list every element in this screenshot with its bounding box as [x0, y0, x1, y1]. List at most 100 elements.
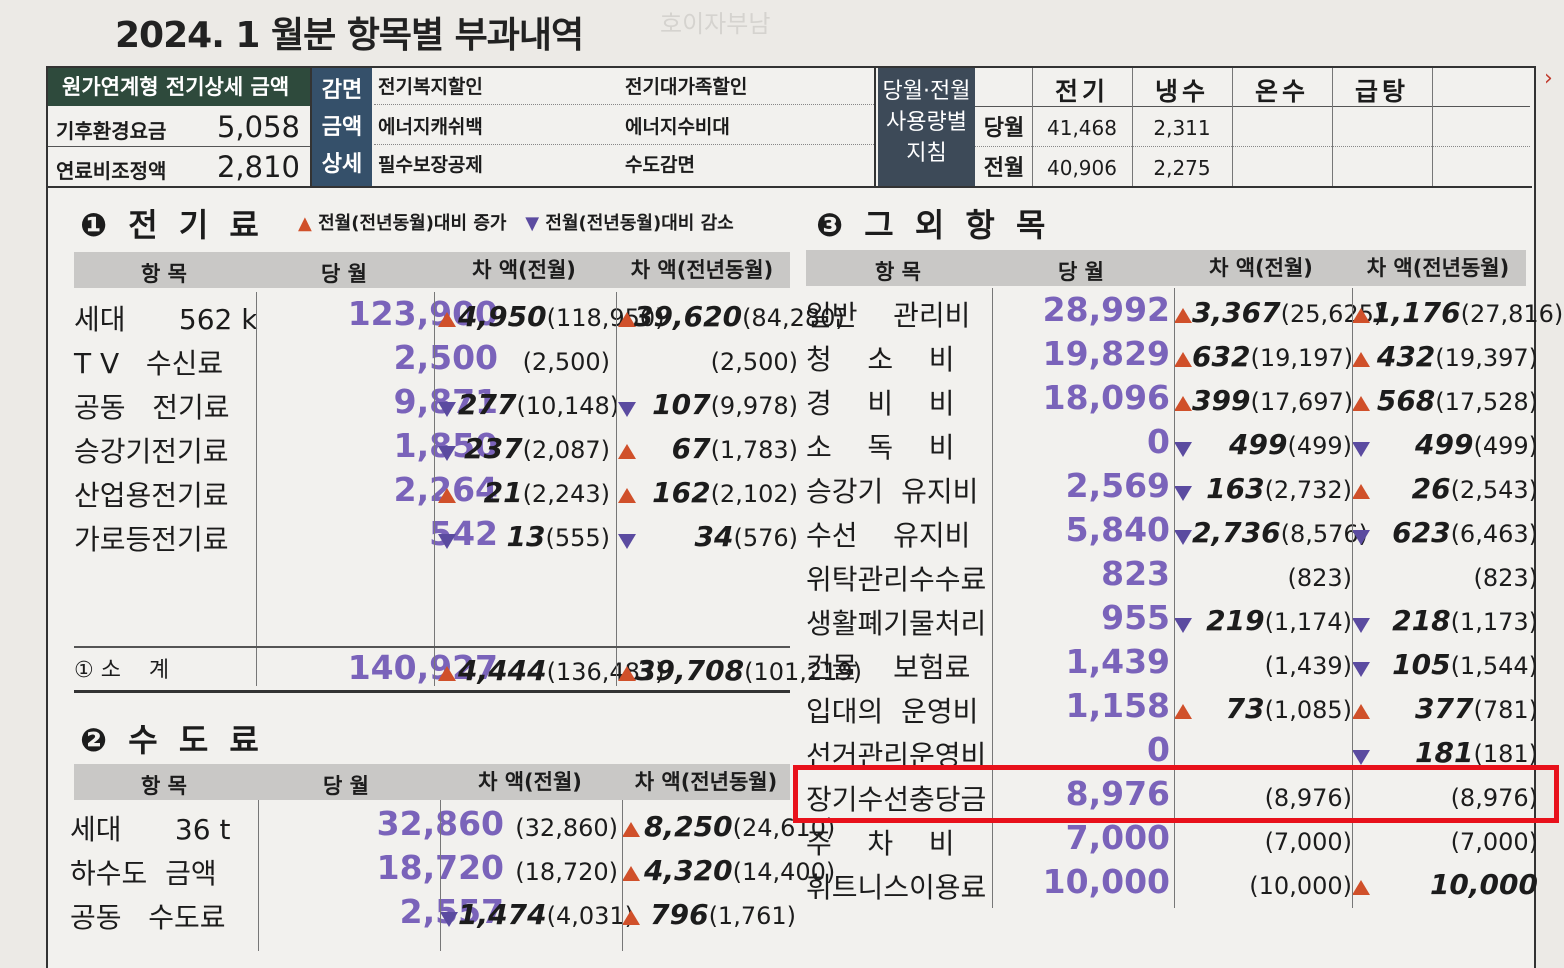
row-label: 수선 유지비	[806, 519, 971, 552]
increase-triangle-icon	[1352, 484, 1370, 503]
usage-value: 40,906	[1047, 156, 1117, 180]
row-label: 장기수선충당금	[806, 783, 987, 816]
col-header: 차 액(전년동월)	[634, 770, 778, 794]
increase-triangle-icon	[1352, 352, 1370, 371]
diff-prev-month: 237(2,087)	[458, 432, 610, 465]
col-header: 항 목	[141, 262, 187, 286]
decrease-triangle-icon	[1174, 486, 1192, 505]
usage-value: 2,311	[1153, 116, 1211, 140]
prev-amount: (10,000)	[1249, 872, 1352, 900]
current-amount: 28,992	[1042, 290, 1170, 329]
increase-triangle-icon	[618, 488, 636, 507]
prev-amount: (14,400)	[732, 858, 836, 886]
prev-amount: (555)	[545, 524, 610, 552]
diff-prev-year: 432(19,397)	[1372, 340, 1538, 373]
decrease-triangle-icon	[1352, 530, 1370, 549]
col-header: 차 액(전월)	[478, 770, 582, 794]
diff-prev-year: 218(1,173)	[1372, 604, 1538, 637]
diff-prev-year: 377(781)	[1372, 692, 1538, 725]
table-row: ① 소 계 140,927 4,444(136,483) 39,708(101,219…	[74, 648, 862, 692]
current-amount: 955	[1101, 598, 1170, 637]
prev-amount: (823)	[1473, 564, 1538, 592]
diff-prev-month: (2,500)	[458, 344, 610, 377]
diff-prev-year: (2,500)	[634, 344, 798, 377]
prev-amount: (781)	[1473, 696, 1538, 724]
usage-value: 41,468	[1047, 116, 1117, 140]
prev-amount: (499)	[1473, 432, 1538, 460]
diff-amount: 10,000	[1429, 868, 1538, 901]
increase-triangle-icon	[1174, 396, 1192, 415]
row-label: 휘트니스이용료	[806, 871, 987, 904]
diff-amount: 162	[652, 476, 711, 509]
prev-amount: (136,483)	[546, 658, 665, 686]
diff-prev-year: 105(1,544)	[1372, 648, 1538, 681]
prev-amount: (499)	[1287, 432, 1352, 460]
table-row: 수선 유지비 5,840 2,736(8,576) 623(6,463)	[806, 510, 1538, 554]
current-amount: 1,439	[1065, 642, 1170, 681]
prev-amount: (1,783)	[710, 436, 798, 464]
diff-prev-year: 162(2,102)	[634, 476, 798, 509]
table-row: 경 비 비 18,096 399(17,697) 568(17,528)	[806, 378, 1538, 422]
prev-amount: (10,148)	[516, 392, 620, 420]
deduction-item: 에너지수비대	[625, 116, 730, 138]
col-header: 당 월	[1058, 260, 1104, 284]
diff-prev-month: 219(1,174)	[1192, 604, 1352, 637]
diff-amount: 499	[1415, 428, 1474, 461]
deduction-item: 전기대가족할인	[625, 76, 748, 98]
row-label: 건물 보험료	[806, 651, 971, 684]
diff-prev-year: (823)	[1372, 560, 1538, 593]
row-label: 산업용전기료	[74, 479, 229, 512]
increase-triangle-icon	[618, 666, 636, 685]
diff-prev-year: 1,176(27,816)	[1372, 296, 1563, 329]
diff-amount: 632	[1192, 340, 1251, 373]
prev-amount: (1,439)	[1264, 652, 1352, 680]
decrease-triangle-icon	[618, 402, 636, 421]
row-label: 청 소 비	[806, 343, 955, 376]
increase-triangle-icon	[618, 444, 636, 463]
diff-amount: 568	[1376, 384, 1436, 417]
table-row: 위탁관리수수료 823 (823) (823)	[806, 554, 1538, 598]
deduction-label: 감면 금액 상세	[312, 68, 372, 186]
current-amount: 19,829	[1042, 334, 1170, 373]
table-row: 가로등전기료 542 13(555) 34(576)	[74, 514, 798, 558]
diff-amount: 219	[1206, 604, 1265, 637]
table-row: 생활폐기물처리 955 219(1,174) 218(1,173)	[806, 598, 1538, 642]
table-row: 휘트니스이용료 10,000 (10,000) 10,000	[806, 862, 1538, 906]
row-label: 승강기전기료	[74, 435, 229, 468]
deduction-item: 에너지캐쉬백	[378, 116, 483, 138]
table-row: 주 차 비 7,000 (7,000) (7,000)	[806, 818, 1538, 862]
row-label: 공동 전기료	[74, 391, 230, 424]
current-amount: 0	[1147, 730, 1170, 769]
table-row: 입대의 운영비 1,158 73(1,085) 377(781)	[806, 686, 1538, 730]
current-amount: 7,000	[1065, 818, 1170, 857]
diff-amount: 796	[650, 898, 709, 931]
diff-amount: 34	[694, 520, 734, 553]
table-row: T V 수신료 2,500 (2,500) (2,500)	[74, 338, 798, 382]
diff-prev-month: (18,720)	[458, 854, 618, 887]
decrease-triangle-icon	[1352, 618, 1370, 637]
prev-amount: (1,174)	[1264, 608, 1352, 636]
diff-amount: 4,320	[644, 854, 733, 887]
prev-amount: (84,280)	[742, 304, 845, 332]
decrease-triangle-icon	[1174, 442, 1192, 461]
increase-triangle-icon	[1352, 880, 1370, 899]
diff-amount: 499	[1229, 428, 1288, 461]
increase-triangle-icon	[1352, 704, 1370, 723]
table-row: 소 독 비 0 499(499) 499(499)	[806, 422, 1538, 466]
current-amount: 5,840	[1065, 510, 1170, 549]
row-label: 경 비 비	[806, 387, 955, 420]
table-row: 장기수선충당금 8,976 (8,976) (8,976)	[806, 774, 1538, 818]
row-label: T V 수신료	[74, 347, 224, 380]
others-table-header	[806, 250, 1526, 286]
row-label: 주 차 비	[806, 827, 955, 860]
row-label: 공동 수도료	[70, 901, 226, 934]
increase-triangle-icon	[1174, 704, 1192, 723]
diff-amount: 237	[464, 432, 523, 465]
diff-amount: 181	[1415, 736, 1474, 769]
increase-triangle-icon	[1174, 352, 1192, 371]
section-title-water: ❷ 수 도 료	[80, 721, 264, 759]
diff-prev-year: 39,708(101,219)	[636, 654, 862, 687]
col-header: 차 액(전월)	[472, 258, 576, 282]
row-label: 생활폐기물처리	[806, 607, 987, 640]
diff-prev-month: 2,736(8,576)	[1192, 516, 1368, 549]
